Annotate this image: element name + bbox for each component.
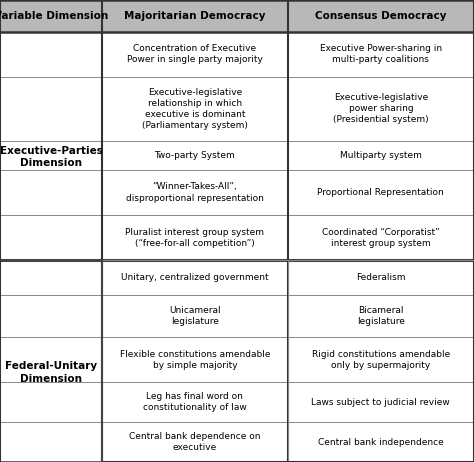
Bar [288,295,474,337]
Bar [102,0,288,32]
Bar [102,383,288,422]
Bar [0,0,102,32]
Bar [288,383,474,422]
Bar [102,141,288,170]
Bar [288,422,474,462]
Text: “Winner-Takes-All”,
disproportional representation: “Winner-Takes-All”, disproportional repr… [126,182,264,202]
Text: Laws subject to judicial review: Laws subject to judicial review [311,398,450,407]
Bar [288,0,474,32]
Text: Executive Power-sharing in
multi-party coalitions: Executive Power-sharing in multi-party c… [320,44,442,65]
Text: Unitary, centralized government: Unitary, centralized government [121,273,269,282]
Bar [102,32,288,77]
Bar [288,32,474,77]
Bar [102,260,288,295]
Bar [0,260,102,462]
Text: Rigid constitutions amendable
only by supermajority: Rigid constitutions amendable only by su… [312,350,450,370]
Bar [288,215,474,260]
Text: Executive-legislative
power sharing
(Presidential system): Executive-legislative power sharing (Pre… [333,93,428,124]
Bar [288,170,474,215]
Text: Unicameral
legislature: Unicameral legislature [169,306,220,326]
Text: Leg has final word on
constitutionality of law: Leg has final word on constitutionality … [143,392,246,412]
Text: Central bank dependence on
executive: Central bank dependence on executive [129,432,261,452]
Text: Executive-legislative
relationship in which
executive is dominant
(Parliamentary: Executive-legislative relationship in wh… [142,88,248,130]
Text: Multiparty system: Multiparty system [340,151,422,160]
Bar [288,260,474,295]
Bar [102,422,288,462]
Text: Concentration of Executive
Power in single party majority: Concentration of Executive Power in sing… [127,44,263,65]
Bar [102,170,288,215]
Text: Pluralist interest group system
(“free-for-all competition”): Pluralist interest group system (“free-f… [125,228,264,248]
Bar [102,337,288,383]
Text: Central bank independence: Central bank independence [318,438,444,447]
Text: Proportional Representation: Proportional Representation [318,188,444,197]
Text: Executive-Parties
Dimension: Executive-Parties Dimension [0,146,102,169]
Bar [288,141,474,170]
Text: Two-party System: Two-party System [155,151,235,160]
Bar [102,295,288,337]
Text: Flexible constitutions amendable
by simple majority: Flexible constitutions amendable by simp… [119,350,270,370]
Text: Variable Dimension: Variable Dimension [0,11,108,21]
Text: Bicameral
legislature: Bicameral legislature [357,306,405,326]
Bar [288,77,474,141]
Text: Federalism: Federalism [356,273,406,282]
Bar [102,77,288,141]
Text: Majoritarian Democracy: Majoritarian Democracy [124,11,265,21]
Bar [288,337,474,383]
Text: Federal-Unitary
Dimension: Federal-Unitary Dimension [5,361,97,383]
Bar [0,32,102,260]
Text: Consensus Democracy: Consensus Democracy [315,11,447,21]
Bar [102,215,288,260]
Text: Coordinated “Corporatist”
interest group system: Coordinated “Corporatist” interest group… [322,228,440,248]
